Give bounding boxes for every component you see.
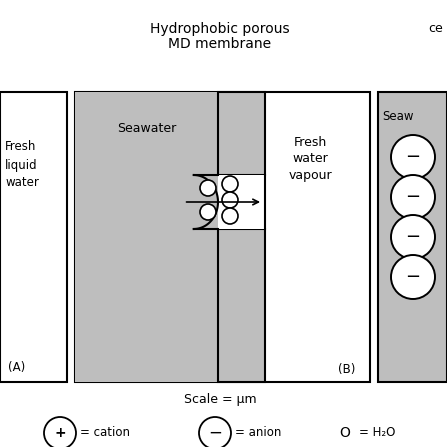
Text: −: − xyxy=(405,188,421,206)
Text: = H₂O: = H₂O xyxy=(359,426,396,439)
Circle shape xyxy=(200,180,216,196)
Text: −: − xyxy=(405,228,421,246)
Text: (B): (B) xyxy=(337,363,355,375)
Bar xyxy=(218,175,265,229)
Text: water: water xyxy=(292,152,328,165)
Circle shape xyxy=(222,176,238,192)
Bar xyxy=(0,92,67,382)
Text: −: − xyxy=(405,268,421,286)
Circle shape xyxy=(200,204,216,220)
Text: = cation: = cation xyxy=(80,426,130,439)
Text: Fresh: Fresh xyxy=(5,140,36,153)
Text: Seawater: Seawater xyxy=(118,122,177,135)
Bar xyxy=(75,92,218,382)
Circle shape xyxy=(199,417,231,447)
Text: Hydrophobic porous: Hydrophobic porous xyxy=(150,22,290,36)
Bar xyxy=(75,92,370,382)
Text: O: O xyxy=(340,426,350,440)
Text: liquid: liquid xyxy=(5,159,38,172)
Text: water: water xyxy=(5,177,39,190)
Text: (A): (A) xyxy=(8,360,25,374)
Text: vapour: vapour xyxy=(288,169,332,182)
Text: MD membrane: MD membrane xyxy=(169,37,272,51)
Text: −: − xyxy=(208,424,222,442)
Circle shape xyxy=(391,135,435,179)
Text: −: − xyxy=(405,148,421,166)
Text: Seaw: Seaw xyxy=(382,110,413,123)
Text: +: + xyxy=(54,426,66,440)
Circle shape xyxy=(391,255,435,299)
Text: ce: ce xyxy=(428,22,443,35)
Circle shape xyxy=(391,215,435,259)
Bar xyxy=(218,92,265,175)
Text: = anion: = anion xyxy=(235,426,281,439)
Circle shape xyxy=(44,417,76,447)
Bar xyxy=(378,92,447,382)
Circle shape xyxy=(222,208,238,224)
Circle shape xyxy=(391,175,435,219)
Bar xyxy=(218,229,265,382)
Circle shape xyxy=(222,192,238,208)
Text: Fresh: Fresh xyxy=(293,135,327,148)
Text: Scale = μm: Scale = μm xyxy=(184,393,256,406)
